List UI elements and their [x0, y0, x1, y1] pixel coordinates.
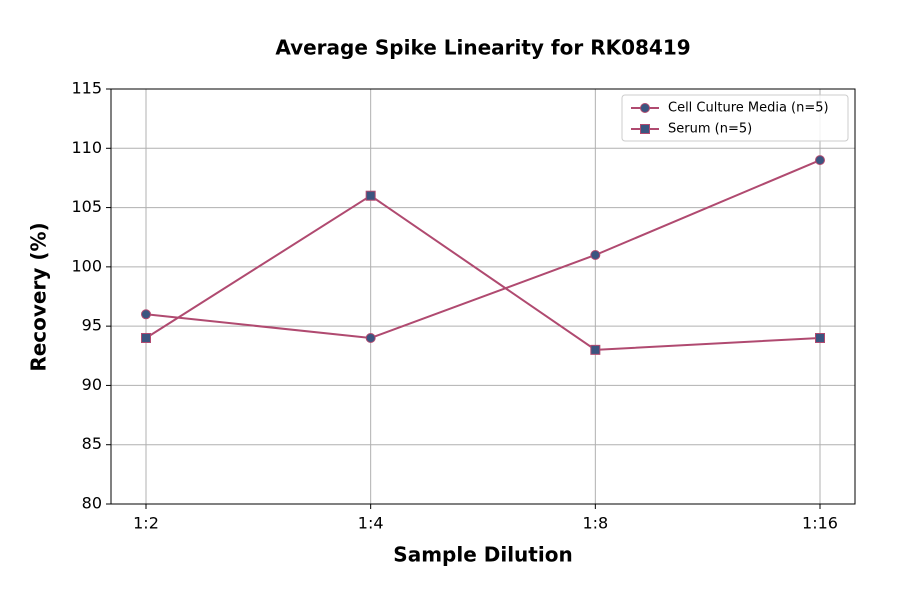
marker [815, 333, 825, 343]
x-tick-label: 1:16 [802, 514, 838, 533]
y-tick-label: 85 [82, 434, 102, 453]
series-line [145, 194, 821, 351]
legend-label: Cell Culture Media (n=5) [668, 101, 829, 116]
legend: Cell Culture Media (n=5) Serum (n=5) [621, 94, 849, 142]
marker [141, 309, 151, 320]
y-tick-label: 105 [71, 197, 102, 216]
marker [590, 250, 601, 260]
legend-label: Serum (n=5) [668, 122, 752, 137]
y-tick-label: 100 [71, 256, 102, 275]
y-axis-label: Recovery (%) [27, 222, 51, 371]
y-tick-label: 95 [82, 316, 102, 335]
plot-frame [110, 88, 856, 505]
marker [141, 333, 151, 343]
marker [815, 155, 825, 166]
marker [640, 124, 650, 134]
series-line [145, 159, 821, 340]
y-tick-label: 90 [82, 375, 102, 394]
legend-box [621, 94, 849, 142]
marker [365, 333, 376, 343]
marker [640, 103, 650, 113]
x-tick-label: 1:4 [358, 514, 384, 533]
x-tick-label: 1:2 [133, 514, 159, 533]
marker [365, 190, 376, 201]
y-tick-label: 115 [71, 79, 102, 98]
y-tick-label: 80 [82, 494, 102, 513]
x-tick-label: 1:8 [582, 514, 608, 533]
x-axis-label: Sample Dilution [393, 543, 572, 567]
marker [590, 344, 601, 355]
y-tick-label: 110 [71, 138, 102, 157]
chart-title: Average Spike Linearity for RK08419 [275, 36, 690, 60]
